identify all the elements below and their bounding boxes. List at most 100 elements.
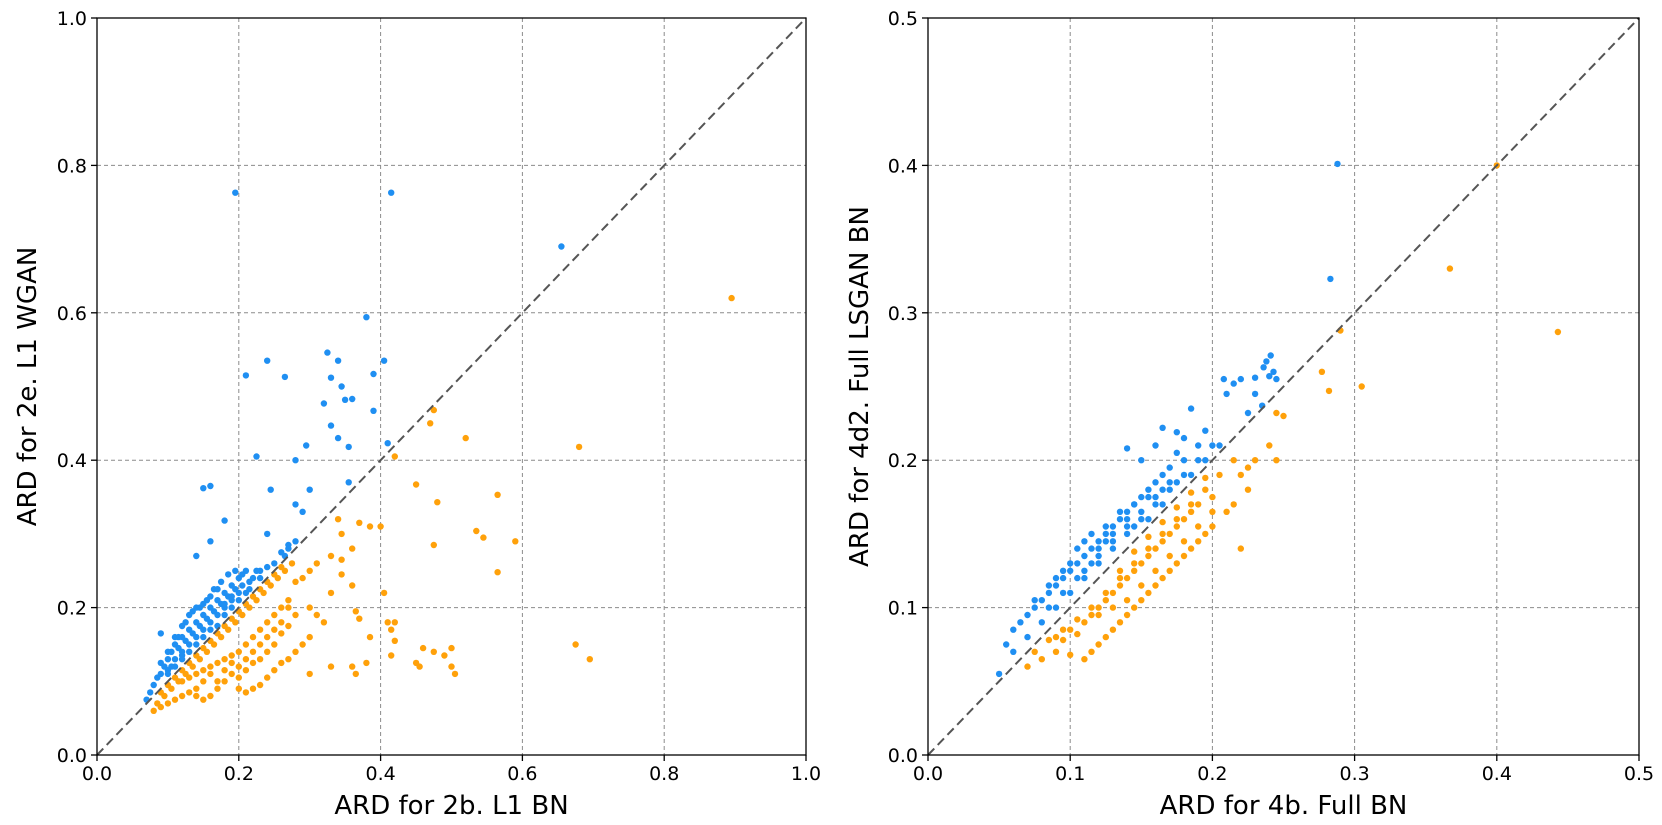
- scatter-point: [193, 641, 200, 648]
- scatter-point: [1145, 589, 1152, 597]
- scatter-point: [1187, 405, 1195, 412]
- scatter-point: [1123, 508, 1131, 515]
- scatter-point: [1045, 636, 1053, 644]
- scatter-point: [1166, 464, 1173, 471]
- scatter-point: [164, 700, 172, 707]
- scatter-point: [1145, 533, 1152, 540]
- y-tick-label: 0.8: [57, 155, 87, 177]
- scatter-point: [1180, 457, 1188, 464]
- scatter-point: [1088, 611, 1095, 619]
- scatter-point: [1180, 552, 1188, 560]
- scatter-point: [345, 443, 352, 451]
- scatter-point: [285, 541, 292, 549]
- scatter-point: [1031, 597, 1038, 604]
- scatter-point: [327, 374, 335, 381]
- scatter-point: [1152, 545, 1159, 552]
- scatter-point: [1067, 589, 1074, 597]
- scatter-point: [1102, 523, 1110, 530]
- scatter-point: [1116, 574, 1124, 582]
- y-tick-label: 0.2: [57, 598, 87, 620]
- scatter-point: [193, 670, 200, 678]
- x-tick-label: 0.0: [913, 763, 943, 785]
- scatter-point: [292, 538, 299, 545]
- scatter-point: [1024, 633, 1031, 641]
- scatter-point: [1010, 648, 1017, 655]
- scatter-point: [377, 523, 384, 530]
- scatter-point: [1024, 663, 1031, 670]
- scatter-point: [345, 479, 352, 486]
- scatter-point: [356, 615, 363, 622]
- scatter-point: [1067, 651, 1074, 658]
- scatter-point: [327, 589, 335, 597]
- scatter-point: [1052, 574, 1060, 582]
- scatter-point: [1173, 449, 1181, 456]
- scatter-point: [1266, 373, 1273, 380]
- scatter-point: [1074, 574, 1081, 582]
- scatter-point: [200, 678, 207, 685]
- scatter-point: [1152, 501, 1159, 508]
- scatter-point: [419, 644, 427, 652]
- scatter-point: [264, 357, 271, 364]
- scatter-point: [281, 373, 289, 381]
- scatter-point: [430, 406, 437, 414]
- scatter-point: [278, 563, 285, 571]
- scatter-point: [1038, 656, 1046, 663]
- scatter-point: [1102, 538, 1110, 545]
- scatter-point: [1038, 597, 1046, 604]
- scatter-point: [1152, 582, 1159, 589]
- scatter-point: [1173, 429, 1181, 436]
- scatter-point: [1166, 479, 1173, 486]
- scatter-point: [384, 440, 391, 447]
- scatter-point: [1131, 501, 1138, 508]
- scatter-point: [349, 395, 356, 403]
- scatter-point: [1187, 545, 1195, 552]
- scatter-point: [1195, 501, 1202, 508]
- scatter-point: [278, 659, 285, 667]
- scatter-point: [1223, 390, 1230, 398]
- scatter-point: [242, 641, 250, 648]
- scatter-point: [1116, 582, 1124, 589]
- scatter-point: [256, 574, 264, 582]
- scatter-point: [150, 681, 157, 689]
- scatter-point: [249, 633, 257, 641]
- scatter-point: [1138, 516, 1145, 523]
- scatter-point: [370, 370, 377, 378]
- x-tick-label: 0.6: [507, 763, 537, 785]
- scatter-point: [380, 589, 388, 597]
- scatter-point: [1003, 641, 1010, 648]
- scatter-point: [1202, 474, 1209, 482]
- scatter-point: [1095, 611, 1102, 619]
- scatter-point: [430, 541, 437, 549]
- scatter-point: [1052, 582, 1060, 589]
- scatter-point: [1173, 504, 1181, 511]
- scatter-point: [164, 670, 172, 678]
- scatter-point: [1123, 611, 1131, 619]
- x-tick-label: 1.0: [791, 763, 821, 785]
- scatter-point: [242, 689, 250, 696]
- scatter-point: [1216, 471, 1223, 479]
- scatter-point: [412, 481, 420, 488]
- scatter-point: [1334, 160, 1341, 168]
- scatter-point: [221, 517, 228, 524]
- x-tick-label: 0.0: [82, 763, 112, 785]
- scatter-point: [313, 560, 320, 567]
- scatter-point: [1067, 560, 1074, 567]
- y-tick-label: 0.2: [888, 450, 918, 472]
- scatter-point: [320, 619, 328, 626]
- scatter-point: [384, 619, 391, 626]
- scatter-point: [225, 571, 232, 578]
- scatter-point: [256, 656, 264, 663]
- scatter-point: [1173, 479, 1181, 486]
- scatter-point: [313, 611, 320, 619]
- scatter-point: [1067, 567, 1074, 574]
- scatter-point: [1109, 545, 1117, 552]
- scatter-point: [228, 659, 235, 667]
- scatter-point: [1195, 538, 1202, 545]
- scatter-point: [1180, 434, 1188, 442]
- scatter-point: [363, 314, 370, 321]
- scatter-point: [242, 589, 250, 597]
- scatter-point: [1109, 538, 1117, 545]
- scatter-point: [1195, 457, 1202, 464]
- scatter-point: [1131, 604, 1138, 611]
